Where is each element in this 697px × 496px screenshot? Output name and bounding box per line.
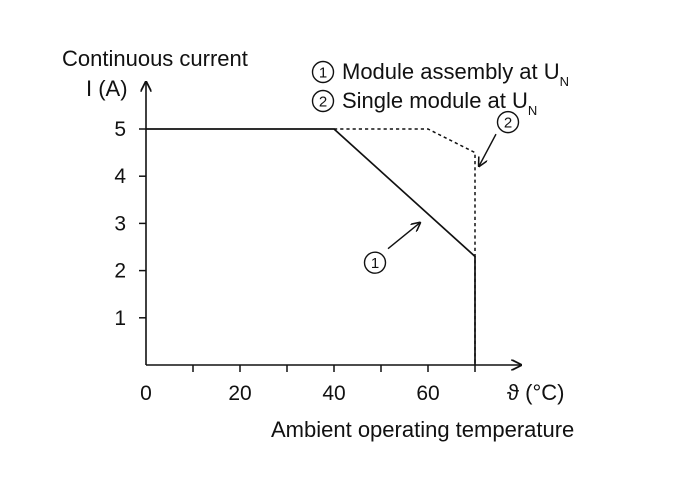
legend-label-1: Module assembly at UN <box>342 59 569 89</box>
annotation-marker-2-number: 2 <box>504 115 512 132</box>
y-tick-label-4: 4 <box>114 165 126 188</box>
x-ticks: 0 20 40 60 <box>140 365 476 405</box>
legend-label-2-sub: N <box>528 103 537 118</box>
y-ticks: 1 2 3 4 5 <box>114 118 146 330</box>
annotation-marker-2 <box>496 110 520 134</box>
x-tick-label-60: 60 <box>416 382 439 405</box>
legend-label-1-sub: N <box>560 74 569 89</box>
y-tick-label-2: 2 <box>114 260 126 283</box>
series-layer <box>146 128 476 365</box>
x-axis-label: ϑ (°C) <box>507 380 564 405</box>
x-tick-label-20: 20 <box>228 382 251 405</box>
x-axis-title: Ambient operating temperature <box>271 417 574 442</box>
x-tick-label-0: 0 <box>140 382 152 405</box>
legend-label-2: Single module at UN <box>342 88 537 118</box>
legend-marker-2 <box>311 89 335 113</box>
y-axis-label: I (A) <box>86 76 128 101</box>
legend-marker-2-number: 2 <box>319 94 327 111</box>
legend-label-2-text: Single module at U <box>342 88 528 113</box>
y-tick-label-3: 3 <box>114 212 126 235</box>
series-line-2 <box>334 128 476 365</box>
series-line-1 <box>146 128 476 365</box>
legend-item-1: 1 Module assembly at UN <box>311 59 569 89</box>
y-tick-label-5: 5 <box>114 118 126 141</box>
annotation-arrow-1 <box>387 223 420 250</box>
y-axis-title: Continuous current <box>62 46 248 71</box>
annotation-arrow-2 <box>479 133 497 166</box>
legend-item-2: 2 Single module at UN <box>311 88 537 118</box>
annotation-marker-1 <box>363 251 387 274</box>
legend-label-1-text: Module assembly at U <box>342 59 560 84</box>
legend: 1 Module assembly at UN 2 Single module … <box>311 59 569 118</box>
annotation-layer: 12 <box>363 110 520 274</box>
annotation-marker-1-number: 1 <box>371 255 379 272</box>
legend-marker-1-number: 1 <box>319 65 327 82</box>
y-tick-label-1: 1 <box>114 307 126 330</box>
x-tick-label-40: 40 <box>322 382 345 405</box>
legend-marker-1 <box>311 60 335 84</box>
